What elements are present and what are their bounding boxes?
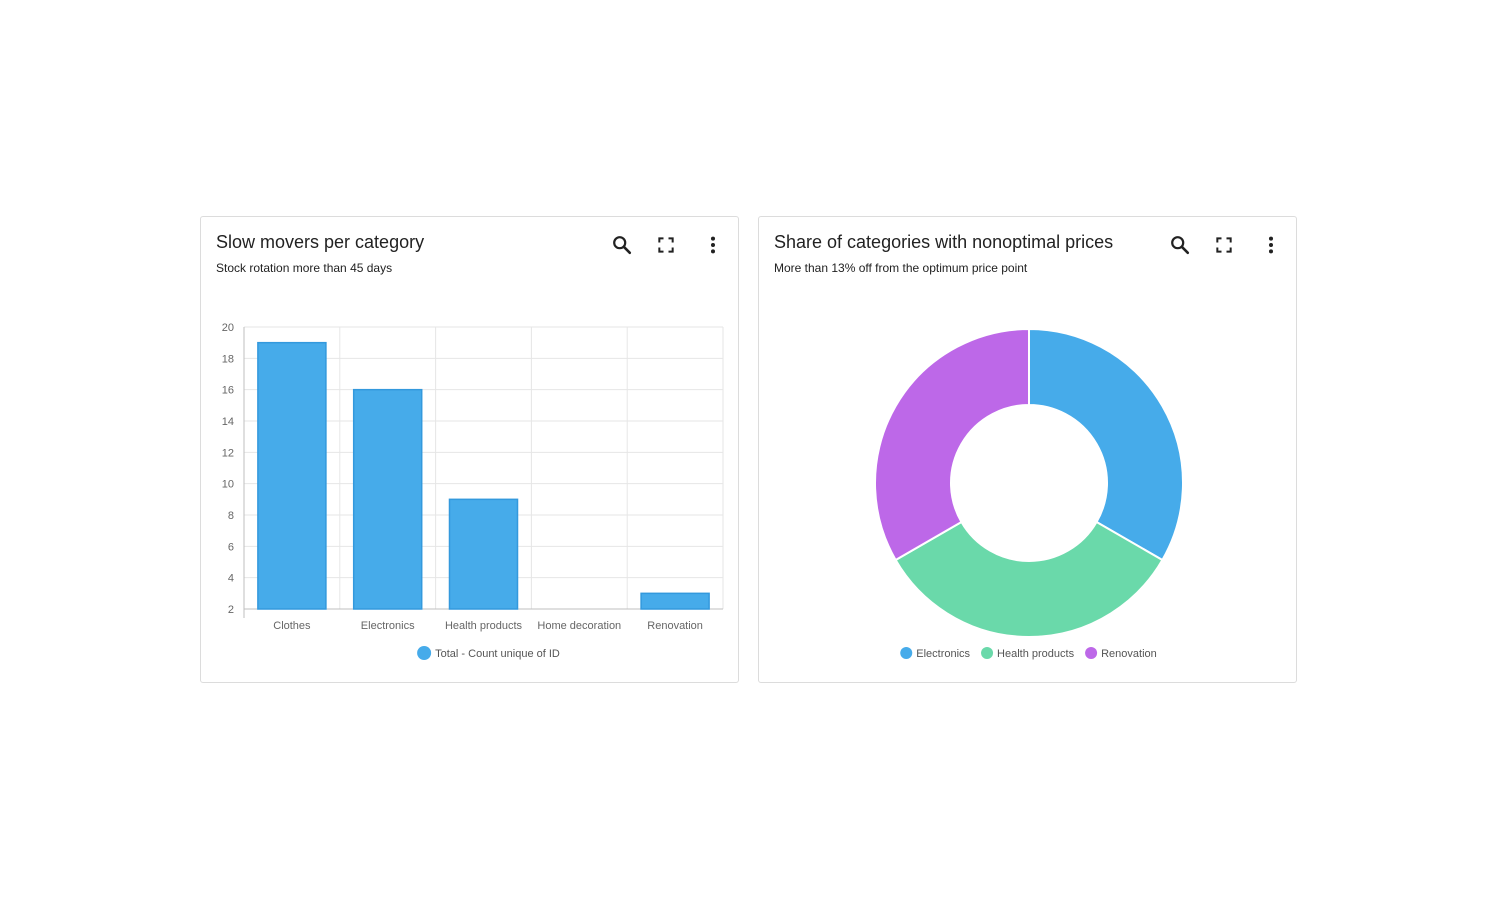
donut-chart: Electronics Health products Renovation — [874, 327, 1184, 660]
legend-swatch — [981, 647, 994, 659]
expand-icon — [658, 237, 674, 253]
slice-electronics[interactable] — [1028, 327, 1184, 562]
slice-health-products[interactable] — [894, 520, 1164, 638]
card-subtitle: Stock rotation more than 45 days — [216, 261, 393, 275]
y-tick-label: 14 — [222, 416, 234, 428]
bar-renovation[interactable] — [640, 592, 710, 610]
y-tick-label: 18 — [222, 353, 234, 365]
y-tick-label: 2 — [228, 604, 234, 616]
legend-swatch — [900, 647, 913, 659]
slice-renovation[interactable] — [874, 327, 1030, 562]
bar-clothes[interactable] — [257, 341, 327, 610]
bar-health-products[interactable] — [448, 498, 519, 610]
y-tick-label: 12 — [222, 447, 234, 459]
x-tick-label: Electronics — [361, 620, 415, 632]
x-tick-label: Home decoration — [537, 620, 621, 632]
legend-label: Renovation — [1101, 648, 1157, 660]
y-tick-label: 6 — [228, 541, 234, 553]
search-button[interactable] — [609, 232, 635, 258]
card-title: Share of categories with nonoptimal pric… — [774, 232, 1114, 252]
nonoptimal-prices-card: Share of categories with nonoptimal pric… — [758, 216, 1297, 683]
expand-button[interactable] — [653, 232, 679, 258]
x-tick-label: Health products — [445, 620, 523, 632]
bar-chart: 2 4 6 8 10 12 14 16 18 20 Clothes Electronics Healt… — [222, 322, 724, 660]
search-icon — [613, 236, 632, 255]
slow-movers-card: Slow movers per category Stock rotation … — [200, 216, 739, 683]
y-tick-label: 4 — [228, 573, 234, 585]
search-button[interactable] — [1167, 232, 1193, 258]
x-tick-label: Clothes — [273, 620, 311, 632]
legend-label: Total - Count unique of ID — [435, 648, 560, 660]
search-icon — [1171, 236, 1190, 255]
more-vert-icon — [1268, 236, 1274, 254]
y-tick-label: 10 — [222, 479, 234, 491]
expand-icon — [1216, 237, 1232, 253]
expand-button[interactable] — [1211, 232, 1237, 258]
more-options-button[interactable] — [700, 232, 726, 258]
y-tick-label: 8 — [228, 510, 234, 522]
more-vert-icon — [710, 236, 716, 254]
legend-label: Health products — [997, 648, 1075, 660]
bar-electronics[interactable] — [352, 388, 423, 610]
more-options-button[interactable] — [1258, 232, 1284, 258]
legend-swatch — [417, 646, 432, 660]
legend-label: Electronics — [916, 648, 970, 660]
y-tick-label: 20 — [222, 322, 234, 334]
card-subtitle: More than 13% off from the optimum price… — [774, 261, 1028, 275]
legend-swatch — [1085, 647, 1098, 659]
card-title: Slow movers per category — [216, 232, 425, 252]
y-tick-label: 16 — [222, 385, 234, 397]
x-tick-label: Renovation — [647, 620, 703, 632]
